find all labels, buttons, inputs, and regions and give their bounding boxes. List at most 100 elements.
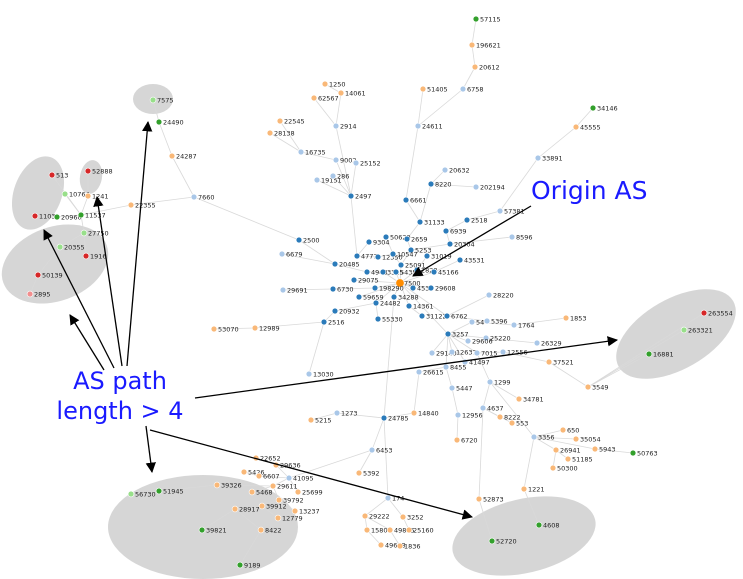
node-dot (479, 404, 487, 412)
as-node-31019: 31019 (423, 253, 452, 261)
node-dot (535, 521, 543, 529)
node-dot (240, 468, 248, 476)
node-dot (355, 469, 363, 477)
arrow-to-left-cluster-3 (69, 314, 105, 371)
edge-6730-198290 (332, 287, 376, 290)
as-node-4948: 4948 (363, 269, 388, 277)
node-dot (377, 541, 385, 549)
as-node-6679: 6679 (278, 251, 303, 259)
as-node-4538: 4538 (409, 285, 434, 293)
node-label: 6762 (451, 313, 468, 321)
node-label: 20612 (479, 64, 500, 72)
node-label: 25160 (413, 527, 434, 535)
edge-10764-11537 (64, 193, 82, 216)
as-path-label-line1: AS path (73, 367, 167, 395)
edge-29691-6730 (282, 288, 334, 291)
node-dot (459, 85, 467, 93)
edge-13237-39792 (278, 499, 296, 512)
as-node-12956: 12956 (454, 412, 483, 420)
as-node-59659: 59659 (355, 294, 384, 302)
edge-24490-24287 (158, 121, 173, 157)
node-dot (379, 268, 387, 276)
as-node-39792: 39792 (275, 497, 304, 505)
as-node-52888: 52888 (84, 168, 113, 176)
as-node-33891: 33891 (534, 155, 563, 163)
as-node-49835: 49835 (386, 527, 415, 535)
node-label: 2914 (340, 123, 357, 131)
edge-7015-3257 (447, 333, 478, 354)
node-label: 8220 (435, 181, 452, 189)
as-node-57381: 57381 (496, 208, 525, 216)
node-label: 6730 (337, 286, 354, 294)
node-dot (231, 505, 239, 513)
as-node-1853: 1853 (562, 315, 587, 323)
node-label: 39792 (283, 497, 304, 505)
edge-20355-27750 (59, 232, 85, 248)
edge-26615-8455 (418, 366, 447, 373)
as-node-24287: 24287 (168, 152, 197, 161)
node-label: 24490 (163, 119, 184, 127)
node-dot (456, 256, 464, 264)
edge-16881-3549 (587, 353, 650, 388)
node-dot (269, 482, 277, 490)
as-node-1764: 1764 (510, 321, 535, 330)
node-label: 6661 (410, 197, 427, 205)
node-label: 29606 (472, 338, 493, 346)
edge-54-3257 (447, 321, 473, 335)
edge-37521-12556 (502, 351, 550, 363)
node-label: 650 (567, 427, 579, 435)
as-node-650: 650 (559, 427, 579, 435)
edge-4777-12350 (356, 255, 379, 258)
edge-1853-1764 (513, 317, 567, 326)
as-node-25160: 25160 (405, 527, 434, 535)
node-dot (414, 122, 422, 130)
node-dot (266, 129, 274, 137)
node-dot (384, 494, 392, 502)
edge-20932-24482 (334, 302, 377, 312)
as-node-20304: 20304 (446, 241, 475, 249)
node-dot (332, 122, 340, 130)
as-node-1273: 1273 (333, 410, 358, 418)
node-dot (56, 243, 64, 251)
node-label: 12350 (382, 254, 403, 262)
edge-59659-7500 (358, 282, 401, 298)
node-label: 4637 (487, 405, 504, 413)
node-label: 54 (476, 319, 484, 327)
node-label: 1764 (518, 322, 535, 330)
as-node-35054: 35054 (572, 436, 601, 444)
as-node-174: 174 (384, 494, 404, 503)
node-dot (190, 193, 198, 201)
node-label: 29608 (435, 285, 456, 293)
as-node-7660: 7660 (190, 193, 215, 202)
as-node-26329: 26329 (533, 340, 562, 348)
node-dot (564, 455, 572, 463)
node-dot (295, 236, 303, 244)
node-dot (276, 117, 284, 125)
edge-41497-3257 (447, 333, 466, 363)
node-dot (168, 152, 176, 160)
as-node-20960: 20960 (53, 214, 82, 222)
edge-43531-45166 (433, 259, 461, 273)
node-dot (442, 227, 450, 235)
node-dot (488, 537, 496, 545)
node-label: 6679 (286, 251, 303, 259)
edge-20485-4948 (334, 263, 368, 273)
node-label: 1250 (329, 81, 346, 89)
node-label: 24482 (380, 300, 401, 308)
edge-52720-52873 (478, 498, 493, 542)
as-node-8422: 8422 (257, 527, 282, 535)
node-label: 53070 (218, 326, 239, 334)
node-label: 8455 (450, 364, 467, 372)
as-node-25220: 25220 (482, 335, 511, 343)
node-dot (419, 85, 427, 93)
node-dot (510, 321, 518, 329)
arrow-to-left-cluster-1 (43, 229, 115, 369)
node-dot (430, 268, 438, 276)
node-label: 34288 (398, 294, 419, 302)
as-node-5215: 5215 (307, 417, 332, 425)
graph-edges (29, 18, 705, 566)
edge-5943-3356 (533, 436, 596, 450)
node-dot (274, 514, 282, 522)
as-node-49608: 49608 (377, 541, 406, 550)
as-node-1299: 1299 (486, 379, 511, 387)
